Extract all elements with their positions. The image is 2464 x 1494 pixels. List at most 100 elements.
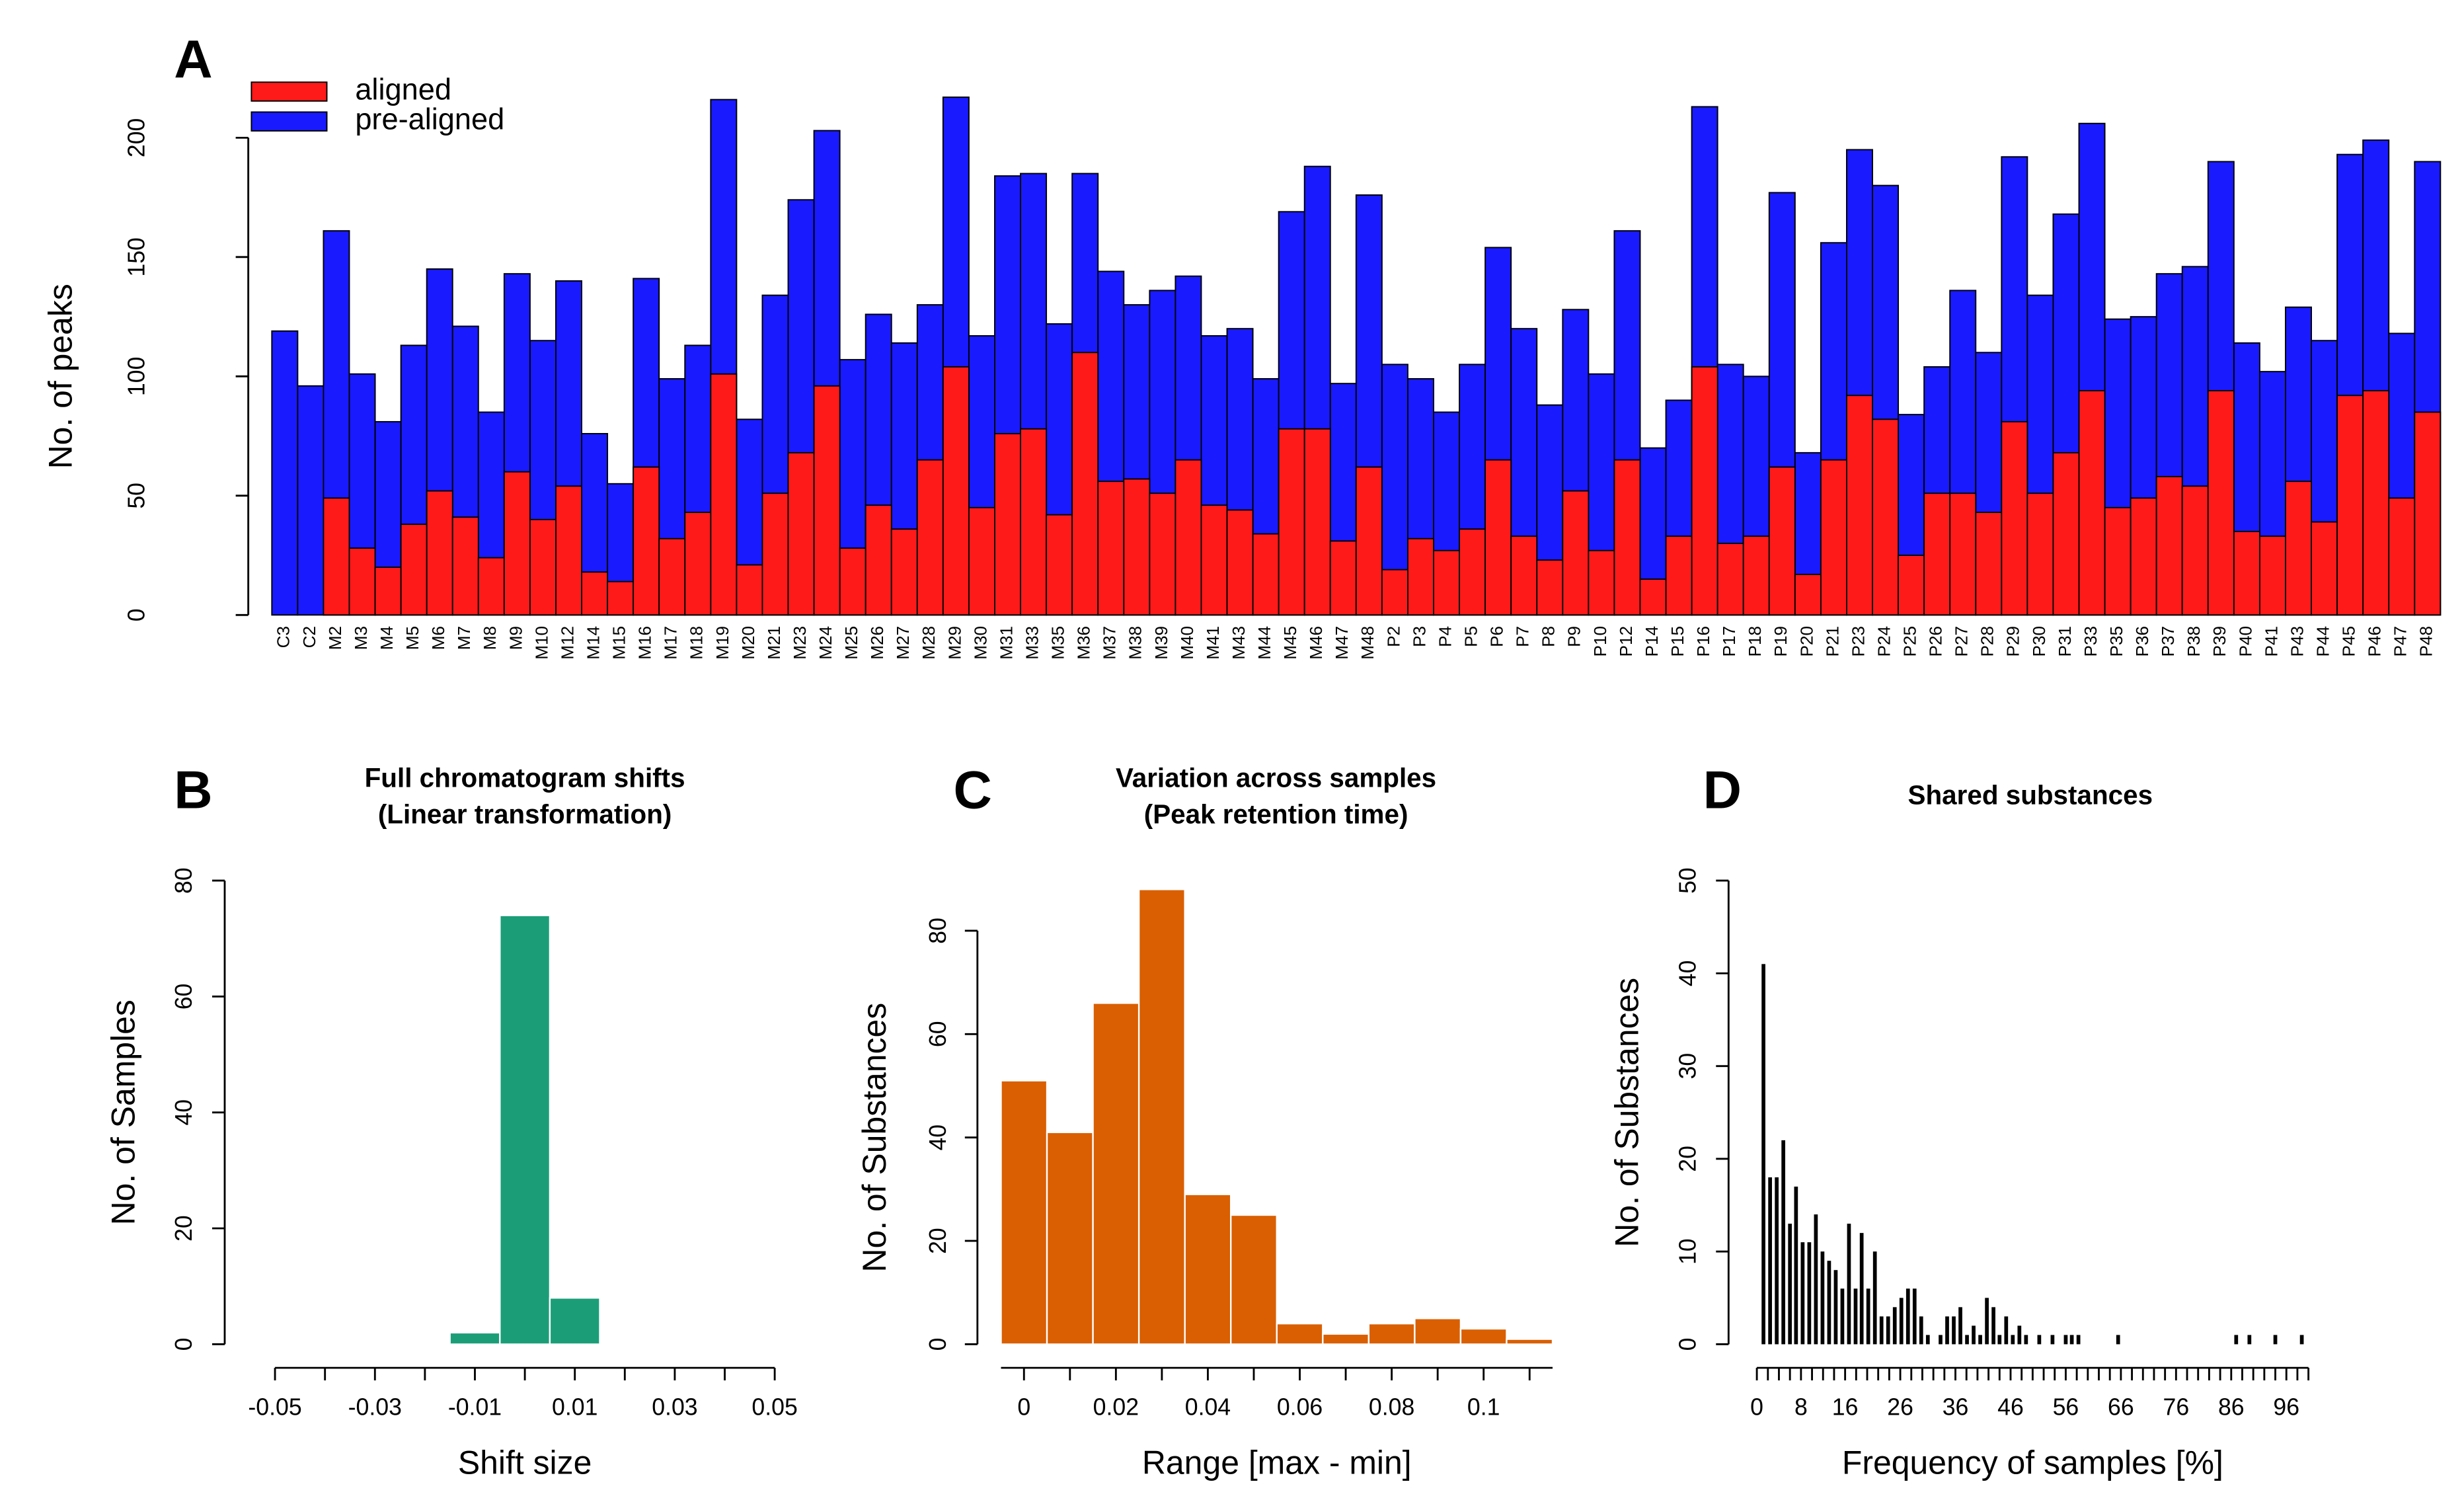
- spike: [2050, 1335, 2055, 1345]
- bar: [2258, 535, 2286, 616]
- bar: [1716, 543, 1744, 616]
- bar: [658, 537, 686, 616]
- histogram-bar: [1459, 1327, 1508, 1345]
- bar: [2388, 497, 2416, 616]
- spike: [2299, 1335, 2304, 1345]
- bar: [865, 504, 892, 616]
- x-tick-label: M23: [790, 626, 810, 660]
- spike: [1866, 1288, 1870, 1345]
- bar: [2155, 475, 2183, 616]
- bar: [1484, 459, 1512, 616]
- bar: [761, 492, 789, 616]
- bar: [942, 366, 970, 616]
- bar: [890, 528, 918, 616]
- bar: [2130, 497, 2157, 616]
- x-tick-label: 96: [2273, 1394, 2299, 1420]
- x-tick-label: 0: [1017, 1394, 1030, 1420]
- x-tick-label: M12: [557, 626, 577, 660]
- histogram-bar: [1184, 1193, 1232, 1345]
- bar: [1252, 533, 1280, 616]
- spike: [1945, 1316, 1949, 1345]
- x-tick-label: M4: [377, 626, 397, 650]
- bar: [2336, 395, 2364, 616]
- x-tick-label: P45: [2339, 626, 2359, 657]
- spike: [1919, 1316, 1923, 1345]
- spike: [1939, 1335, 1943, 1345]
- spike: [1827, 1261, 1831, 1345]
- x-tick-label: M35: [1048, 626, 1068, 660]
- bar: [813, 385, 841, 616]
- bar: [787, 452, 815, 616]
- x-tick-label: M47: [1332, 626, 1352, 660]
- x-tick-label: M40: [1177, 626, 1197, 660]
- x-tick-label: P19: [1771, 626, 1790, 657]
- spike: [2011, 1335, 2015, 1345]
- chart-title: (Linear transformation): [378, 799, 672, 829]
- spike: [2234, 1335, 2239, 1345]
- histogram-bar: [1414, 1317, 1462, 1345]
- bar: [839, 547, 866, 616]
- bar: [1536, 559, 1564, 616]
- spike: [1775, 1177, 1779, 1345]
- y-tick-label: 40: [171, 1099, 197, 1126]
- x-tick-label: M46: [1306, 626, 1326, 660]
- x-tick-label: P37: [2158, 626, 2178, 657]
- spike: [1965, 1335, 1969, 1345]
- legend-label: aligned: [355, 72, 451, 106]
- x-tick-label: M14: [583, 626, 603, 660]
- bar: [1433, 549, 1461, 616]
- x-tick-label: M41: [1203, 626, 1223, 660]
- x-tick-label: P21: [1822, 626, 1842, 657]
- bar: [1381, 569, 1408, 616]
- x-tick-label: P25: [1900, 626, 1920, 657]
- histogram-bar: [1046, 1131, 1094, 1345]
- spike: [2004, 1316, 2009, 1345]
- x-tick-label: M27: [893, 626, 913, 660]
- x-tick-label: P8: [1539, 626, 1559, 647]
- x-tick-label: P38: [2184, 626, 2204, 657]
- spike: [1906, 1288, 1910, 1345]
- bar: [1613, 459, 1641, 616]
- bar: [1923, 492, 1951, 616]
- bar: [1588, 549, 1615, 616]
- bar: [1639, 578, 1667, 616]
- bar: [1200, 504, 1228, 616]
- spike: [1997, 1335, 2002, 1345]
- x-tick-label: P4: [1435, 626, 1455, 647]
- chart-title: (Peak retention time): [1144, 799, 1408, 829]
- x-tick-label: P16: [1693, 626, 1713, 657]
- x-tick-label: P23: [1848, 626, 1868, 657]
- x-tick-label: M17: [661, 626, 681, 660]
- panel-letter: D: [1703, 761, 1742, 820]
- x-tick-label: 0.06: [1277, 1394, 1323, 1420]
- bar: [400, 524, 428, 616]
- y-tick-label: 20: [171, 1215, 197, 1241]
- x-tick-label: M31: [996, 626, 1016, 660]
- x-tick-label: 66: [2108, 1394, 2134, 1420]
- bar: [2362, 390, 2390, 616]
- panel-letter: B: [174, 761, 212, 820]
- y-tick-label: 200: [124, 118, 150, 158]
- x-tick-label: P48: [2416, 626, 2436, 657]
- y-tick-label: 100: [124, 357, 150, 397]
- bar: [1406, 537, 1434, 616]
- spike: [1761, 964, 1765, 1345]
- x-axis-title: Shift size: [458, 1444, 592, 1481]
- x-tick-label: M15: [609, 626, 629, 660]
- bar: [633, 466, 660, 616]
- spike: [1925, 1335, 1930, 1345]
- x-tick-label: M25: [841, 626, 861, 660]
- spike: [1859, 1233, 1864, 1345]
- spike: [1820, 1251, 1825, 1345]
- y-tick-label: 60: [925, 1021, 951, 1047]
- histogram-bar: [1506, 1338, 1554, 1345]
- spike: [1879, 1316, 1884, 1345]
- bar: [1768, 466, 1796, 616]
- x-tick-label: M18: [687, 626, 707, 660]
- x-tick-label: P28: [1978, 626, 1997, 657]
- x-tick-label: 0.04: [1185, 1394, 1231, 1420]
- x-tick-label: 26: [1887, 1394, 1913, 1420]
- bar: [1149, 492, 1176, 616]
- histogram-bar: [1092, 1002, 1140, 1345]
- spike: [2076, 1335, 2081, 1345]
